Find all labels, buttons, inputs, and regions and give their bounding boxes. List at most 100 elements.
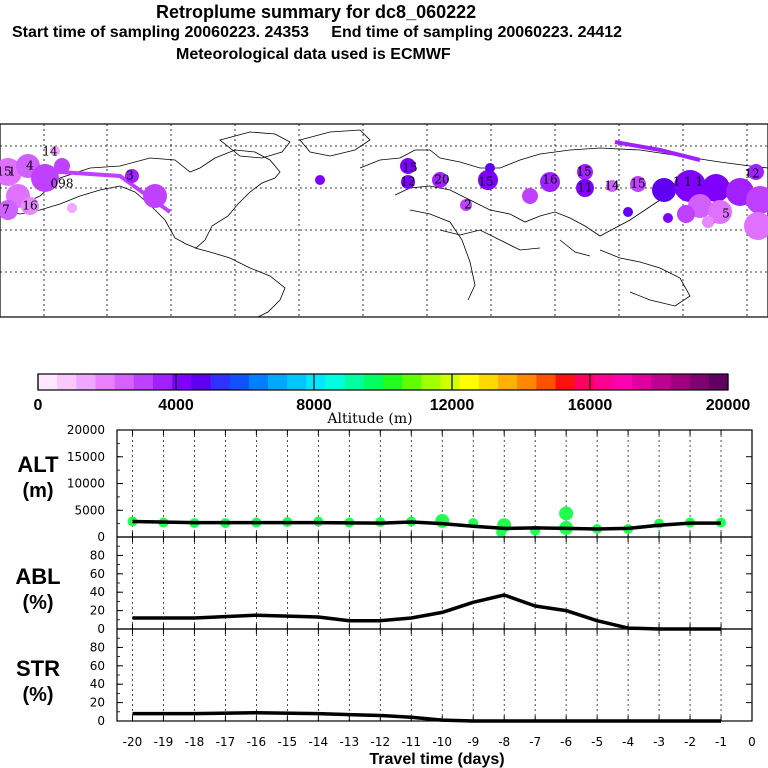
plume-blob [50,146,60,156]
data-point [435,513,450,528]
colorbar-swatch [440,374,461,390]
plume-blob [125,169,139,183]
map-day-label: 7 [2,203,10,217]
colorbar-swatch [268,374,288,390]
y-tick-label: 0 [97,622,105,636]
x-tick-label: -18 [185,735,205,749]
y-tick-label: 80 [90,640,105,654]
x-tick-label: 0 [748,735,756,749]
colorbar-label: Altitude (m) [326,411,412,427]
colorbar-swatch [363,374,384,390]
plume-blob [663,213,673,223]
colorbar-swatch [613,374,633,390]
data-point [716,517,727,528]
plume-blob [702,174,730,202]
colorbar-swatch [593,374,614,390]
altitude-colorbar: 0 4000 8000 12000 16000 20000 [34,373,750,414]
x-tick-label: -11 [401,735,421,749]
series-line [132,593,721,631]
y-tick-label: 40 [90,677,105,691]
x-tick-label: -16 [247,735,267,749]
plume-blob [21,197,39,215]
x-tick-label: -1 [715,735,727,749]
series-line [132,710,721,723]
y-tick-label: 80 [90,548,105,562]
colorbar-swatch [459,374,480,390]
colorbar-swatch [632,374,652,390]
plume-blob [744,212,768,240]
x-tick-label: -8 [498,735,510,749]
colorbar-swatch [76,374,96,390]
colorbar-tick-label: 12000 [430,397,475,414]
colorbar-swatch [114,374,135,390]
y-tick-label: 10000 [67,477,105,491]
colorbar-swatch [229,374,250,390]
map-day-label: 098 [51,177,74,191]
colorbar-swatch [651,374,671,390]
panel-unit: (m) [22,480,53,502]
colorbar-swatch [57,374,77,390]
x-tick-label: -13 [340,735,360,749]
plume-blob [460,199,472,211]
x-axis-label: Travel time (days) [369,751,504,768]
plume-blob [478,170,498,190]
colorbar-swatch [306,374,326,390]
plume-blob [67,203,77,213]
x-tick-label: -20 [123,735,143,749]
plume-blob [0,200,18,220]
plume-blob [652,178,676,202]
colorbar-swatch [153,374,173,390]
map-day-label: 15 [402,161,417,175]
plume-blob [606,180,618,192]
data-point [127,516,138,527]
y-tick-label: 20 [90,604,105,618]
plume-blob [401,175,415,189]
sampling-time-line: Start time of sampling 20060223. 24353 E… [12,24,623,41]
x-tick-label: -15 [278,735,298,749]
colorbar-swatch [344,374,365,390]
map-day-label: 2 [464,198,472,212]
map-day-label: 12 [744,167,759,181]
plume-blob [143,184,167,208]
colorbar-swatch [708,374,729,390]
map-day-label: 14 [604,179,620,193]
panel-unit: (%) [22,592,53,614]
map-day-label: 20 [434,173,449,187]
colorbar-tick-label: 4000 [158,397,194,414]
map-day-label: 11 [577,181,592,195]
y-tick-label: 5000 [74,503,105,517]
map-day-label: 4 [26,159,34,173]
colorbar-swatch [402,374,422,390]
colorbar-swatch [248,374,269,390]
colorbar-swatch [536,374,556,390]
y-tick-label: 60 [90,659,105,673]
plume-blob [746,186,768,214]
y-tick-label: 60 [90,567,105,581]
plume-blob [577,164,593,180]
panel-unit: (%) [22,684,53,706]
colorbar-swatch [325,374,346,390]
plume-blob [576,179,594,197]
colorbar-swatch [478,374,499,390]
retroplume-markers [0,140,768,240]
map-day-label: 15 [0,165,12,179]
x-tick-label: -10 [432,735,452,749]
map-day-label: 1 [8,165,16,179]
colorbar-swatch [574,374,595,390]
panel-label: STR [16,656,60,681]
map-day-label: 12 [400,175,415,189]
plume-blob [54,158,70,174]
colorbar-swatch [555,374,576,390]
panel-label: ALT [17,452,59,477]
map-day-label: 15 [576,165,591,179]
x-tick-label: -3 [653,735,665,749]
plume-blob [630,176,646,192]
panel-label: ABL [15,564,60,589]
map-day-label: 14 [42,145,58,159]
colorbar-swatch [689,374,710,390]
colorbar-swatch [670,374,691,390]
y-tick-label: 20000 [67,423,105,437]
met-data-line: Meteorological data used is ECMWF [176,46,451,63]
